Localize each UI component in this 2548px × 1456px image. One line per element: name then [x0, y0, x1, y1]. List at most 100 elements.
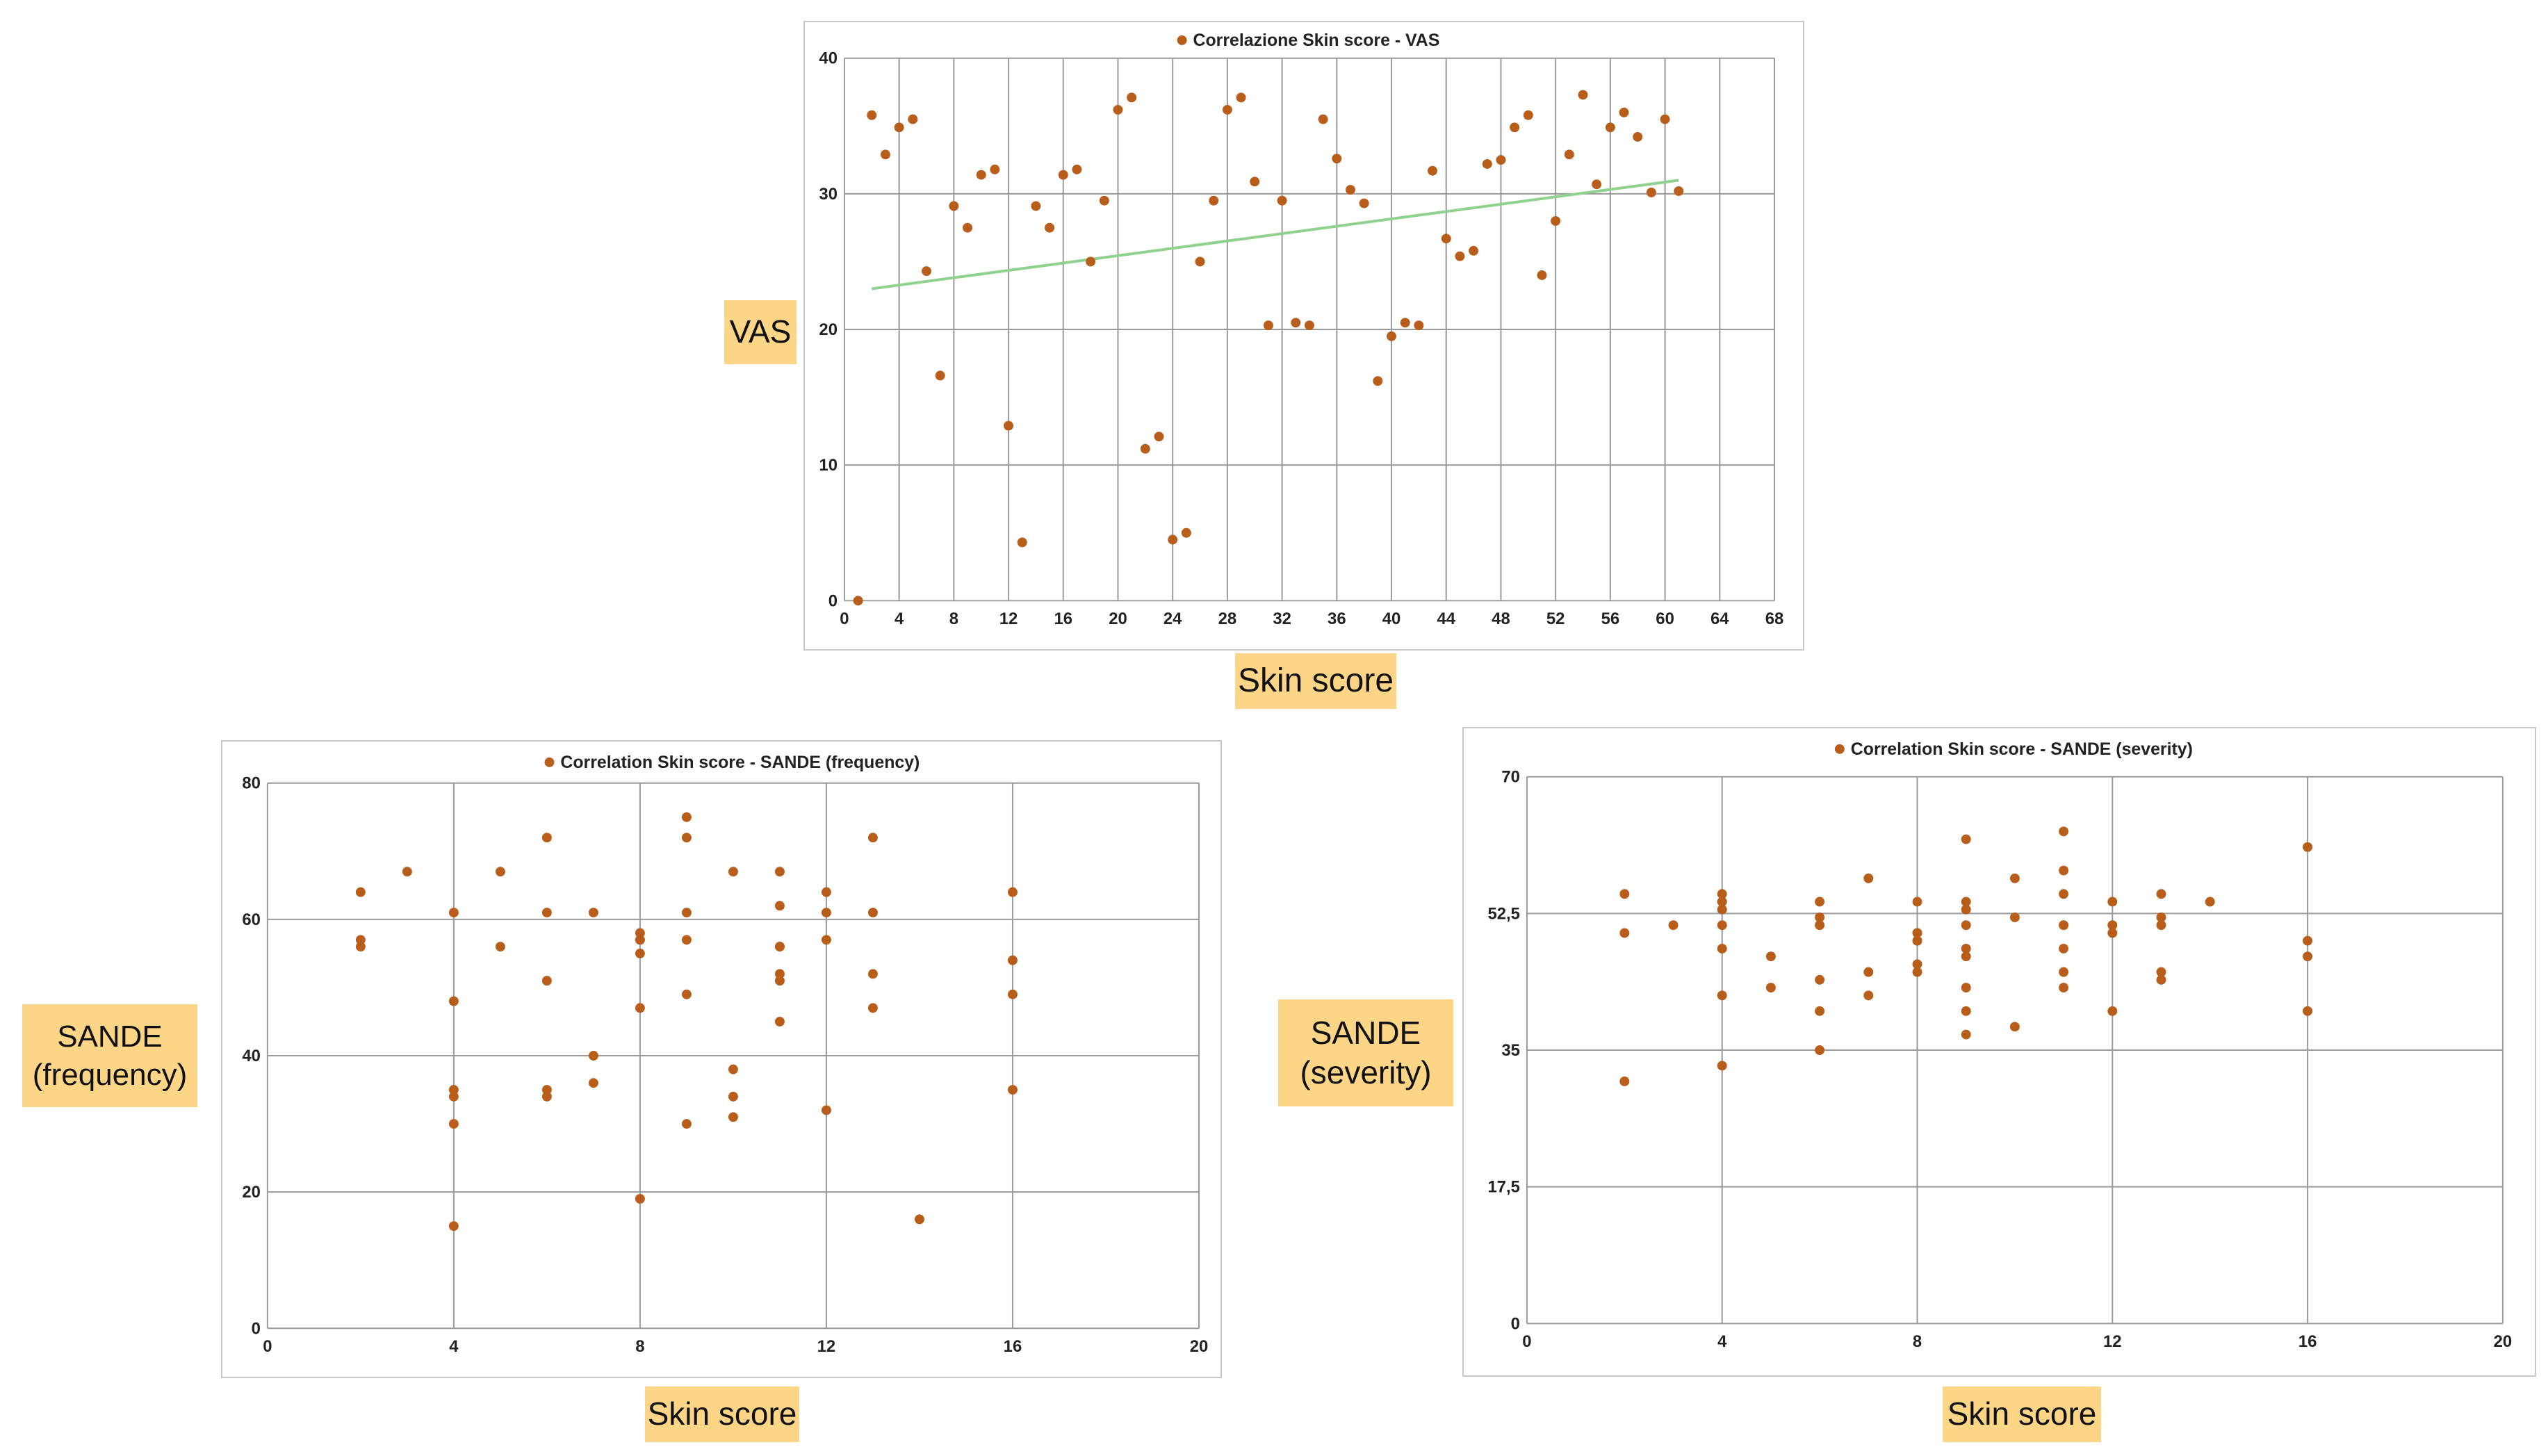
data-point — [867, 1003, 878, 1013]
sande-frequency-scatter-plot: 0 4 8 12 16 20 0 20 40 60 80 Correlation Skin score… — [242, 753, 1208, 1356]
x-tick-label: 28 — [1218, 610, 1237, 628]
data-point — [774, 969, 785, 979]
data-point — [448, 1221, 459, 1232]
data-point — [1961, 951, 1971, 962]
sande-frequency-x-axis-label: Skin score — [645, 1387, 799, 1442]
x-tick-label: 12 — [999, 610, 1018, 628]
data-point — [867, 110, 877, 120]
x-tick-label: 24 — [1163, 610, 1182, 628]
data-point — [681, 908, 692, 918]
data-point — [1863, 967, 1874, 977]
data-point — [1469, 245, 1479, 256]
data-point — [1633, 131, 1643, 142]
data-point — [2205, 897, 2215, 907]
sande-severity-x-axis-label: Skin score — [1943, 1387, 2101, 1442]
x-tick-label: 32 — [1273, 610, 1291, 628]
data-point — [1912, 935, 1922, 946]
data-point — [1717, 943, 1727, 954]
data-point — [867, 833, 878, 843]
data-point — [1619, 889, 1630, 899]
data-point — [541, 833, 552, 843]
trendline — [872, 179, 1679, 291]
data-point — [2303, 842, 2313, 852]
x-tick-label: 16 — [1004, 1337, 1022, 1356]
vas-chart-panel: 0 4 8 12 16 20 24 28 32 36 40 44 48 52 56 60 64 68 0 10 20 30… — [803, 21, 1804, 651]
data-point — [1537, 270, 1547, 280]
data-point — [588, 1051, 598, 1061]
x-tick-label: 20 — [2494, 1332, 2513, 1351]
data-point — [1619, 928, 1630, 938]
data-point — [541, 908, 552, 918]
x-tick-label: 8 — [635, 1337, 644, 1356]
x-tick-label: 64 — [1710, 610, 1729, 628]
data-point — [1455, 251, 1465, 261]
data-point — [1113, 104, 1123, 115]
data-point — [774, 942, 785, 952]
data-point — [541, 976, 552, 986]
y-tick-label: 0 — [1511, 1314, 1520, 1333]
data-point — [976, 170, 986, 180]
data-point — [821, 935, 831, 945]
data-point — [1250, 177, 1260, 187]
data-point — [1209, 195, 1219, 206]
data-point — [1222, 104, 1232, 115]
vas-y-axis-label: VAS — [724, 300, 797, 364]
data-point — [681, 935, 692, 945]
x-tick-label: 4 — [895, 610, 904, 628]
data-point — [495, 942, 505, 952]
data-point — [635, 1003, 645, 1013]
data-point — [1154, 432, 1164, 442]
data-point — [1674, 186, 1684, 196]
y-tick-label: 35 — [1501, 1041, 1520, 1060]
data-point — [635, 935, 645, 945]
data-point — [728, 867, 738, 877]
data-point — [1863, 990, 1874, 1001]
data-point — [1277, 195, 1287, 206]
data-point — [1058, 170, 1068, 180]
data-point — [2156, 920, 2166, 931]
data-point — [2009, 873, 2020, 883]
data-point — [914, 1214, 924, 1225]
data-point — [1373, 376, 1383, 386]
y-tick-label: 0 — [828, 591, 838, 610]
data-point — [1086, 256, 1096, 267]
data-point — [1646, 187, 1656, 197]
x-tick-label: 60 — [1656, 610, 1674, 628]
data-point — [2059, 920, 2069, 931]
data-point — [402, 867, 412, 877]
data-point — [1592, 179, 1602, 190]
data-point — [894, 122, 904, 133]
data-point — [588, 908, 598, 918]
data-point — [1496, 155, 1506, 165]
data-point — [1441, 234, 1451, 244]
y-tick-label: 0 — [252, 1319, 261, 1338]
data-point — [867, 908, 878, 918]
data-point — [2059, 826, 2069, 837]
legend-marker — [1834, 744, 1845, 754]
data-point — [1961, 897, 1971, 907]
y-tick-label: 30 — [819, 185, 838, 204]
data-point — [867, 969, 878, 979]
data-point — [1291, 318, 1301, 328]
data-point — [1523, 110, 1533, 120]
data-point — [448, 1091, 459, 1102]
data-point — [1007, 955, 1018, 965]
sande-frequency-y-axis-label: SANDE (frequency) — [22, 1004, 197, 1107]
data-point — [821, 908, 831, 918]
data-point — [1815, 913, 1825, 922]
data-point — [1578, 90, 1588, 100]
data-point — [1717, 897, 1727, 907]
x-tick-label: 44 — [1437, 610, 1455, 628]
data-point — [1660, 114, 1670, 124]
data-point — [1072, 164, 1082, 174]
y-tick-label: 10 — [819, 456, 838, 475]
data-point — [1717, 920, 1727, 931]
data-point — [1181, 527, 1191, 538]
x-tick-label: 56 — [1601, 610, 1620, 628]
data-point — [635, 948, 645, 958]
data-point — [1564, 149, 1574, 160]
data-point — [448, 1085, 459, 1095]
data-point — [1359, 198, 1369, 208]
data-point — [1031, 201, 1041, 211]
data-point — [1195, 256, 1205, 267]
